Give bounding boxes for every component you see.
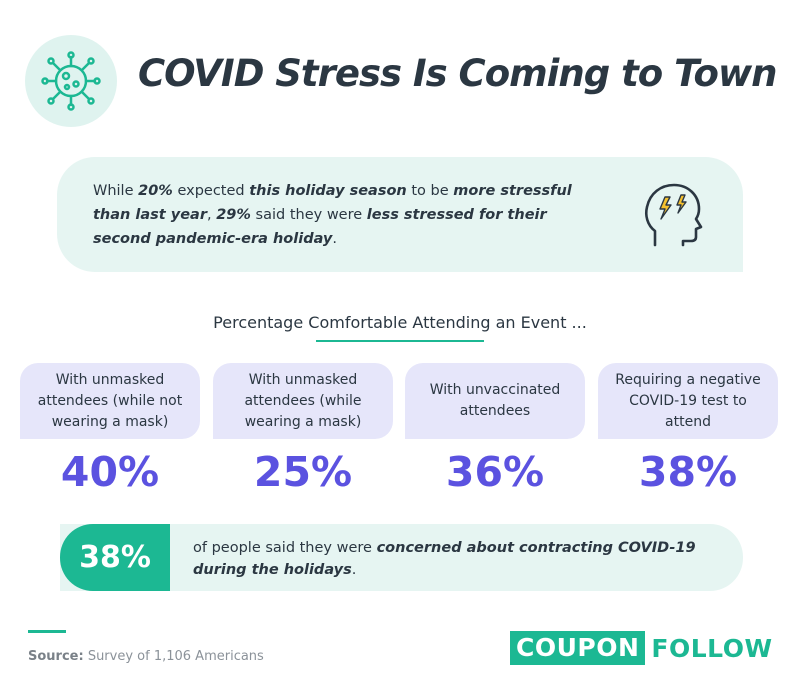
stat-value: 36% (445, 448, 545, 496)
concern-text-end: . (351, 562, 357, 578)
stat-value: 40% (60, 448, 160, 496)
stat-value: 25% (253, 448, 353, 496)
concern-box (60, 524, 743, 591)
page-title: COVID Stress Is Coming to Town (138, 52, 777, 95)
stat-card-label: With unmasked attendees (while wearing a… (213, 363, 393, 439)
intro-text-part: While (93, 183, 139, 199)
intro-text-part: . (332, 231, 337, 247)
concern-text-plain: of people said they were (193, 540, 377, 556)
stat-card-label: With unvaccinated attendees (405, 363, 585, 439)
virus-badge (25, 35, 117, 127)
intro-text-part: 20% (138, 183, 173, 199)
intro-text-part: to be (406, 183, 454, 199)
intro-text-part: expected (172, 183, 250, 199)
intro-box: While 20% expected this holiday season t… (57, 157, 743, 272)
stat-card-label: With unmasked attendees (while not weari… (20, 363, 200, 439)
intro-text-part: said they were (250, 207, 367, 223)
intro-text-part: , (207, 207, 217, 223)
section-title: Percentage Comfortable Attending an Even… (213, 313, 587, 332)
stat-value: 38% (638, 448, 738, 496)
source-divider (28, 630, 66, 633)
stat-card-label: Requiring a negative COVID-19 test to at… (598, 363, 778, 439)
concern-text: of people said they were concerned about… (193, 537, 723, 581)
intro-text-part: less stressed for their second pandemic-… (93, 207, 547, 247)
source-text: Survey of 1,106 Americans (83, 649, 264, 664)
source-note: Source: Survey of 1,106 Americans (28, 649, 264, 664)
intro-text-part: this holiday season (249, 183, 407, 199)
section-underline (316, 340, 484, 342)
intro-text-part: more stressful than last year (93, 183, 572, 223)
intro-text-part: 29% (216, 207, 251, 223)
logo-follow: FOLLOW (651, 633, 773, 663)
stressed-head-icon (644, 183, 703, 247)
brand-logo: COUPON FOLLOW (510, 630, 773, 666)
concern-text-bold: concerned about contracting COVID-19 dur… (193, 540, 696, 578)
logo-coupon: COUPON (510, 631, 646, 665)
source-label: Source: (28, 649, 84, 664)
concern-value: 38% (60, 524, 170, 591)
intro-text: While 20% expected this holiday season t… (93, 179, 593, 251)
virus-icon (41, 51, 101, 111)
